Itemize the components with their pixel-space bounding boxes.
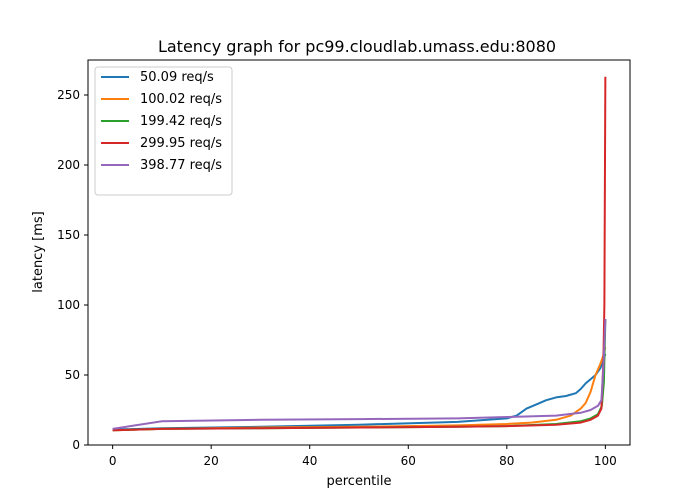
axes-frame bbox=[87, 59, 631, 446]
y-axis-ticks: 0 50 100 150 200 250 bbox=[57, 88, 88, 452]
legend-label-5: 398.77 req/s bbox=[140, 158, 222, 173]
legend-label-4: 299.95 req/s bbox=[140, 136, 222, 151]
x-tick-label: 20 bbox=[204, 454, 219, 468]
legend-label-2: 100.02 req/s bbox=[140, 92, 222, 107]
x-tick-label: 0 bbox=[109, 454, 117, 468]
legend-label-3: 199.42 req/s bbox=[140, 114, 222, 129]
x-tick-label: 80 bbox=[499, 454, 514, 468]
plot-area bbox=[112, 76, 607, 432]
y-tick-label: 250 bbox=[57, 88, 80, 102]
y-tick-label: 150 bbox=[57, 228, 80, 242]
legend-frame bbox=[94, 66, 233, 196]
x-tick-label: 100 bbox=[594, 454, 617, 468]
legend-label-1: 50.09 req/s bbox=[140, 70, 214, 85]
legend: 50.09 req/s 100.02 req/s 199.42 req/s 299.9… bbox=[94, 66, 233, 196]
y-axis-label: latency [ms] bbox=[31, 211, 46, 292]
series-line-3 bbox=[112, 318, 607, 432]
x-axis-label: percentile bbox=[326, 474, 391, 489]
x-tick-label: 40 bbox=[302, 454, 317, 468]
y-tick-label: 0 bbox=[72, 438, 80, 452]
x-axis-ticks: 0 20 40 60 80 100 bbox=[109, 445, 617, 468]
y-tick-label: 50 bbox=[65, 368, 80, 382]
y-tick-label: 100 bbox=[57, 298, 80, 312]
chart-title: Latency graph for pc99.cloudlab.umass.ed… bbox=[158, 37, 556, 56]
y-tick-label: 200 bbox=[57, 158, 80, 172]
x-tick-label: 60 bbox=[401, 454, 416, 468]
series-line-5 bbox=[112, 318, 607, 430]
series-line-2 bbox=[112, 346, 607, 432]
